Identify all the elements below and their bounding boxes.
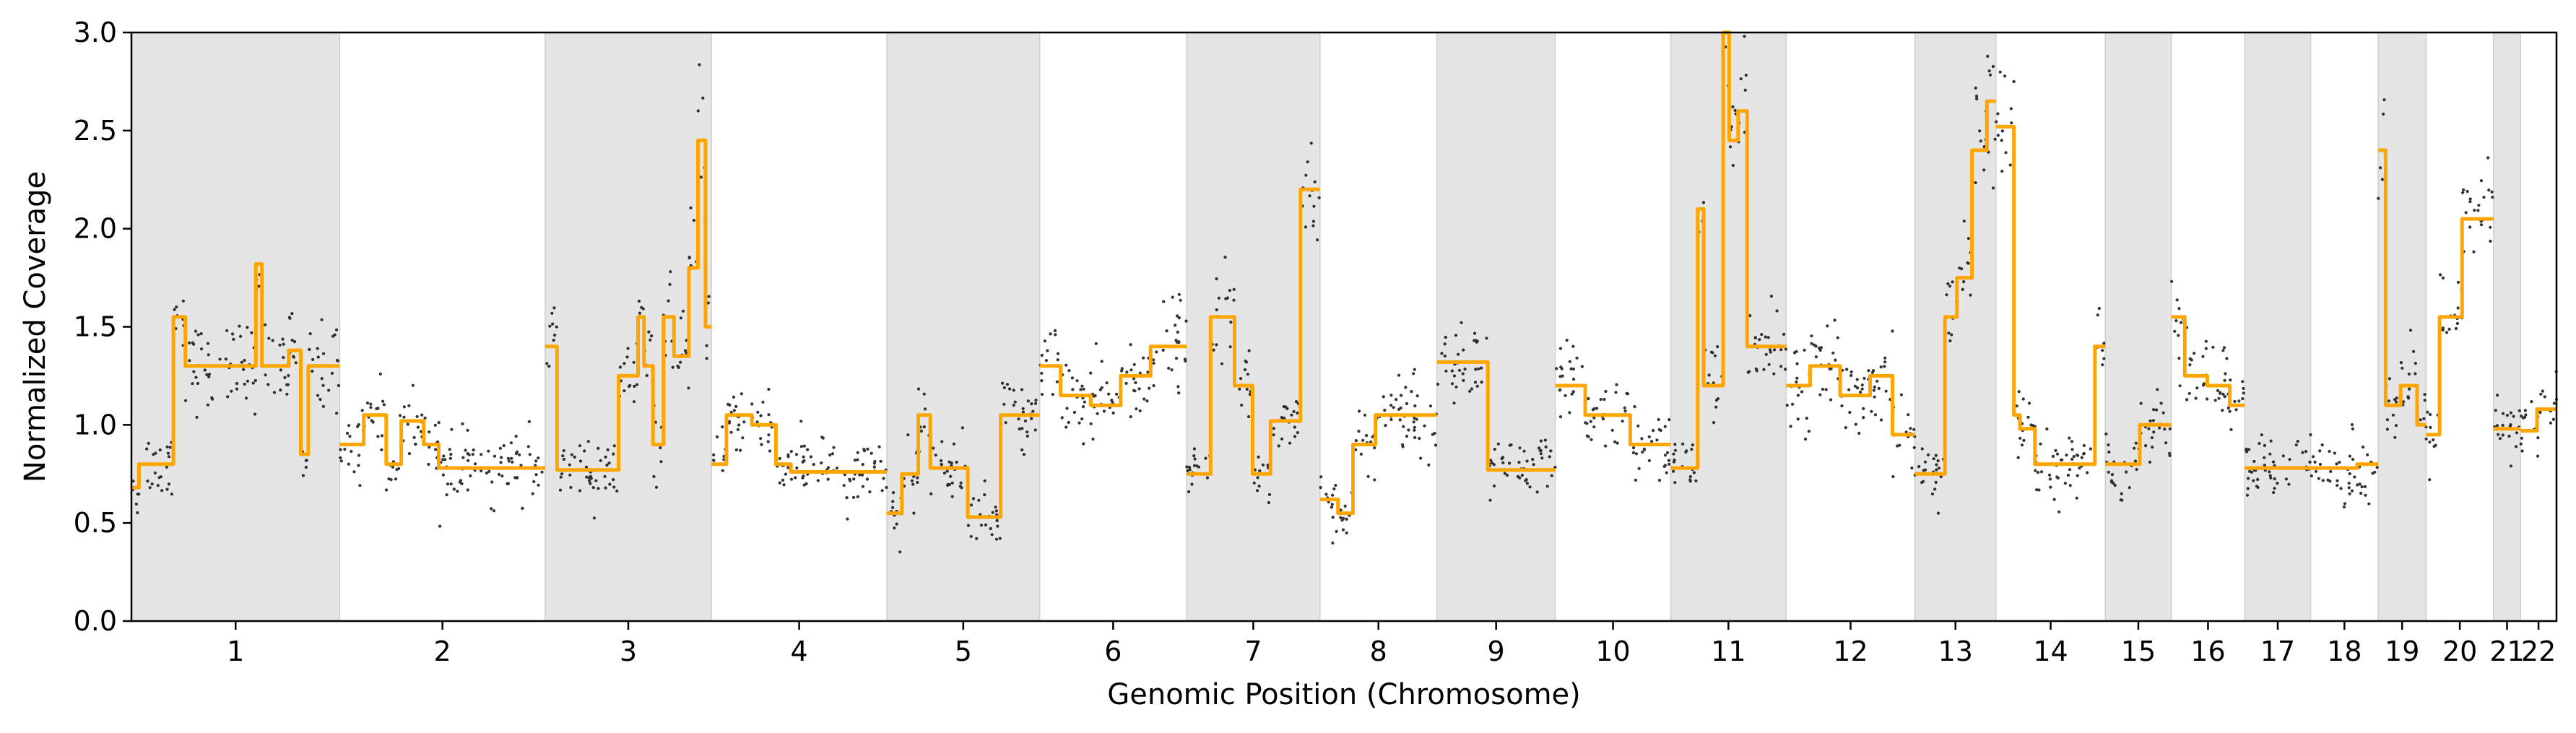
x-tick-label-7: 7 [1244, 636, 1262, 667]
segment-line-chr-16 [2171, 315, 2245, 407]
segment-line-chr-13 [1914, 99, 1996, 476]
segment-line-chr-10 [1555, 383, 1671, 446]
x-tick-label-10: 10 [1595, 636, 1630, 667]
chromosome-band-15 [2104, 32, 2172, 622]
y-tick-label: 2.0 [74, 213, 117, 245]
segment-line-chr-8 [1319, 413, 1437, 516]
segment-lines [131, 30, 2557, 519]
x-tick-label-16: 16 [2190, 636, 2225, 667]
chromosome-band-3 [545, 32, 712, 622]
segment-line-chr-5 [887, 413, 1040, 519]
points-chr-19 [2377, 98, 2428, 439]
points-chr-10 [1555, 339, 1671, 482]
x-tick-label-5: 5 [955, 636, 972, 667]
segment-line-chr-22 [2520, 407, 2557, 433]
x-tick-label-6: 6 [1104, 636, 1122, 667]
segment-line-chr-15 [2105, 422, 2172, 467]
segment-line-chr-18 [2310, 462, 2378, 470]
x-tick-label-13: 13 [1938, 636, 1973, 667]
x-tick-label-4: 4 [790, 636, 807, 667]
points-chr-12 [1785, 318, 1917, 479]
segment-line-chr-12 [1786, 364, 1915, 437]
x-tick-label-20: 20 [2442, 636, 2477, 667]
chromosome-shading [131, 32, 2521, 622]
y-tick-label: 0.0 [74, 605, 117, 637]
plot-frame [130, 31, 2558, 623]
segment-line-chr-20 [2426, 217, 2494, 437]
points-chr-2 [339, 372, 544, 528]
points-chr-18 [2310, 423, 2379, 509]
segment-line-chr-3 [545, 138, 712, 472]
segment-line-chr-9 [1436, 360, 1556, 472]
y-tick-label: 2.5 [74, 115, 117, 147]
y-tick-label: 1.5 [74, 311, 117, 343]
chromosome-band-17 [2244, 32, 2312, 622]
x-tick-label-3: 3 [620, 636, 637, 667]
y-axis-ticks: 0.0 0.5 1.0 1.5 2.0 2.5 3.0 [74, 17, 131, 637]
segment-line-chr-19 [2378, 148, 2427, 427]
segment-line-chr-7 [1187, 187, 1320, 476]
x-axis-label: Genomic Position (Chromosome) [1107, 678, 1581, 711]
x-tick-label-21: 21 [2489, 636, 2524, 667]
y-tick-label: 3.0 [74, 17, 117, 48]
segment-line-chr-14 [1995, 124, 2106, 467]
points-chr-14 [1995, 70, 2106, 513]
segment-line-chr-4 [711, 413, 887, 474]
chromosome-band-1 [131, 32, 341, 622]
x-tick-label-15: 15 [2121, 636, 2156, 667]
segment-line-chr-6 [1039, 344, 1187, 407]
y-tick-label: 1.0 [74, 409, 117, 441]
points-chr-8 [1319, 368, 1438, 545]
x-tick-label-22: 22 [2521, 636, 2556, 667]
y-tick-label: 0.5 [74, 507, 117, 539]
points-chr-16 [2170, 279, 2245, 431]
segment-line-chr-2 [339, 413, 545, 470]
points-chr-9 [1436, 321, 1557, 502]
segment-line-chr-1 [131, 262, 340, 490]
x-tick-label-17: 17 [2260, 636, 2295, 667]
x-tick-label-2: 2 [434, 636, 451, 667]
x-tick-label-18: 18 [2327, 636, 2362, 667]
chromosome-band-5 [886, 32, 1041, 622]
x-tick-label-11: 11 [1711, 636, 1745, 667]
chromosome-band-21 [2493, 32, 2521, 622]
x-tick-label-1: 1 [227, 636, 244, 667]
coverage-points [131, 30, 2559, 554]
chromosome-band-9 [1436, 32, 1556, 622]
x-tick-label-12: 12 [1833, 636, 1868, 667]
x-tick-label-9: 9 [1488, 636, 1505, 667]
x-tick-label-19: 19 [2385, 636, 2419, 667]
x-tick-label-8: 8 [1370, 636, 1387, 667]
chromosome-band-13 [1914, 32, 1997, 622]
points-chr-4 [711, 387, 888, 521]
y-axis-label: Normalized Coverage [19, 171, 52, 482]
x-tick-label-14: 14 [2033, 636, 2068, 667]
